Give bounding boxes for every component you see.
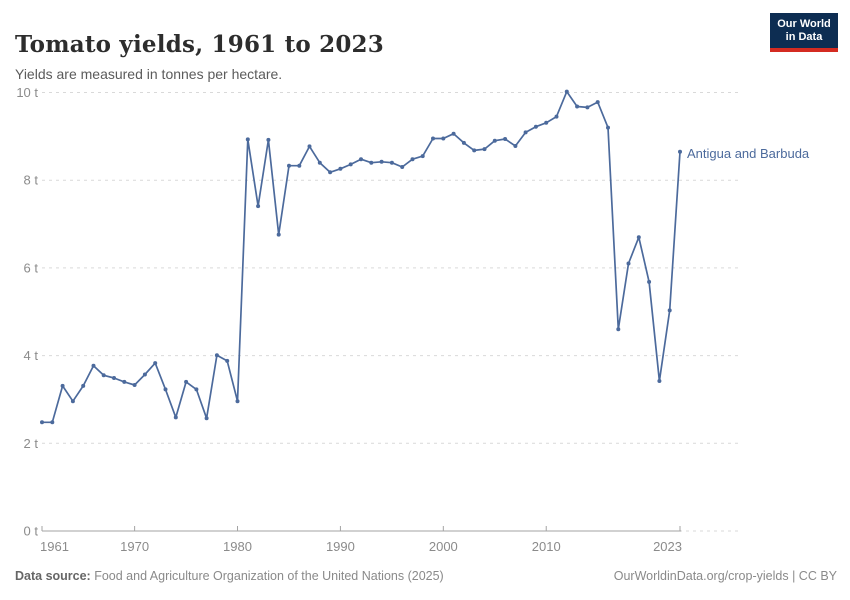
x-axis-tick-label: 1990: [326, 539, 355, 554]
data-point: [503, 137, 508, 141]
y-axis-tick-label: 0 t: [24, 524, 39, 539]
license-label: CC BY: [798, 569, 837, 583]
data-point: [317, 160, 322, 165]
data-point: [369, 160, 374, 165]
data-point: [70, 399, 75, 404]
data-point: [60, 383, 65, 388]
data-point: [266, 137, 271, 142]
data-point: [595, 100, 600, 105]
data-point: [420, 154, 425, 159]
data-line: [41, 90, 681, 424]
owid-logo-line1: Our World: [777, 18, 831, 30]
y-axis-tick-label: 6 t: [24, 260, 39, 275]
data-point: [636, 235, 641, 240]
x-axis-tick-label: 1980: [223, 539, 252, 554]
x-axis-tick-label: 2000: [429, 539, 458, 554]
y-axis-tick-label: 8 t: [24, 173, 39, 188]
x-axis-tick-label: 1970: [120, 539, 149, 554]
page-title: Tomato yields, 1961 to 2023: [15, 31, 384, 59]
footer-attribution: OurWorldinData.org/crop-yields | CC BY: [614, 569, 837, 583]
data-point: [606, 125, 610, 130]
y-axis-tick-label: 4 t: [24, 348, 39, 363]
data-point: [225, 358, 230, 363]
data-point: [101, 373, 106, 378]
data-point: [184, 379, 189, 384]
data-point: [307, 144, 312, 149]
data-source-label: Data source:: [15, 569, 91, 583]
series-label: Antigua and Barbuda: [687, 146, 810, 161]
chart-subtitle: Yields are measured in tonnes per hectar…: [15, 66, 283, 82]
data-point: [276, 232, 281, 237]
data-point: [564, 89, 569, 94]
data-point: [451, 131, 456, 136]
y-axis-tick-label: 10 t: [16, 85, 38, 100]
data-point: [122, 379, 127, 384]
data-point: [575, 104, 580, 109]
data-point: [667, 308, 672, 313]
data-point: [328, 170, 333, 175]
y-axis-tick-label: 2 t: [24, 436, 39, 451]
data-point: [379, 159, 384, 164]
data-point: [389, 160, 394, 165]
owid-logo-line2: in Data: [785, 31, 823, 43]
data-point: [472, 148, 477, 153]
data-point: [235, 399, 240, 404]
data-point: [338, 166, 343, 171]
data-point: [359, 157, 363, 162]
data-point: [245, 137, 250, 142]
data-point: [348, 162, 353, 167]
data-point: [400, 165, 405, 169]
data-point: [214, 353, 219, 358]
data-point: [544, 120, 549, 125]
data-point: [204, 416, 209, 421]
data-point: [554, 114, 559, 119]
data-point: [256, 204, 261, 209]
data-source-note: Data source: Food and Agriculture Organi…: [15, 569, 444, 583]
data-point: [163, 387, 168, 392]
data-point: [626, 261, 631, 266]
data-point: [142, 372, 147, 377]
data-point: [431, 136, 435, 141]
x-axis-tick-label: 1961: [40, 539, 69, 554]
data-point: [81, 383, 86, 388]
data-point: [585, 105, 590, 110]
data-point: [112, 376, 116, 380]
x-axis-tick-label: 2023: [653, 539, 682, 554]
data-point: [287, 163, 291, 168]
data-point: [482, 147, 487, 152]
data-point: [410, 157, 415, 162]
data-point: [616, 327, 621, 332]
data-point: [40, 420, 44, 425]
data-point: [657, 379, 662, 383]
data-point: [533, 124, 538, 129]
data-point: [461, 140, 466, 145]
data-point: [91, 363, 96, 368]
data-point: [153, 361, 158, 366]
data-point: [523, 130, 528, 135]
data-point: [441, 136, 446, 141]
data-point: [492, 138, 497, 143]
footer-divider: |: [788, 569, 799, 583]
data-point: [647, 279, 652, 284]
data-source-text: Food and Agriculture Organization of the…: [90, 569, 444, 583]
owid-link[interactable]: OurWorldinData.org/crop-yields: [613, 569, 789, 583]
x-axis-tick-label: 2010: [532, 539, 561, 554]
data-point: [132, 383, 137, 387]
data-point: [513, 144, 518, 148]
chart-footer: Data source: Food and Agriculture Organi…: [15, 569, 837, 583]
data-point: [173, 415, 178, 420]
data-point: [194, 387, 199, 392]
data-point: [678, 149, 682, 154]
data-point: [50, 420, 55, 425]
owid-logo: Our World in Data: [770, 13, 838, 52]
data-point: [297, 163, 302, 168]
